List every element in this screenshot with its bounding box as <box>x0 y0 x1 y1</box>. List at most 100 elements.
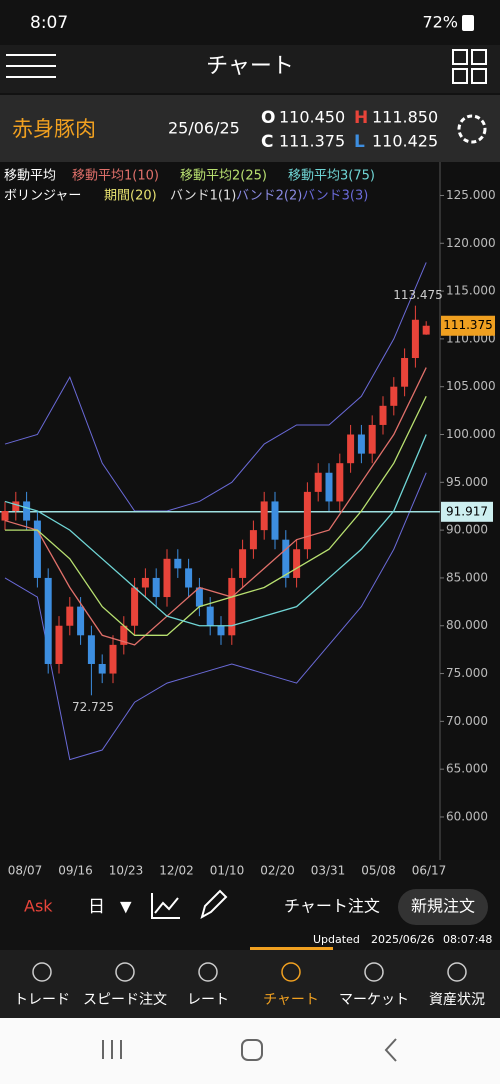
legend-entry: 移動平均2(25) <box>180 169 267 184</box>
nav-icon[interactable] <box>115 962 135 982</box>
y-tick-label: 105.000 <box>446 379 496 393</box>
new-order-button[interactable] <box>398 889 488 925</box>
current-price: 111.375 <box>443 318 493 332</box>
nav-icon[interactable] <box>364 962 384 982</box>
y-tick-label: 125.000 <box>446 188 496 202</box>
nav-label[interactable]: トレード <box>14 992 70 1008</box>
nav-label[interactable]: マーケット <box>339 992 409 1008</box>
nav-label[interactable]: スピード注文 <box>83 992 167 1008</box>
candle-body <box>120 625 128 645</box>
candle-body <box>411 319 419 359</box>
c-key: C <box>261 132 273 152</box>
nav-label[interactable]: レート <box>187 992 229 1008</box>
candle-body <box>357 434 365 454</box>
candle-body <box>12 501 20 511</box>
candle-body <box>379 405 387 425</box>
candle-body <box>325 472 333 502</box>
date: 25/06/25 <box>168 119 240 138</box>
candle-body <box>217 625 225 636</box>
candle-body <box>109 644 117 674</box>
new-order[interactable]: 新規注文 <box>411 897 475 916</box>
reference-label-box <box>441 501 493 522</box>
x-tick-label: 01/10 <box>210 864 245 878</box>
y-tick-label: 65.000 <box>446 762 488 776</box>
legend-entry: 期間(20) <box>104 189 157 204</box>
chart-area <box>0 162 500 860</box>
current-price-box <box>441 315 495 336</box>
candle-body <box>66 606 74 626</box>
grid-button[interactable] <box>452 49 487 84</box>
l-value: 110.425 <box>372 132 438 151</box>
nav-icon[interactable] <box>447 962 467 982</box>
l-key: L <box>354 132 365 152</box>
nav-label[interactable]: 資産状況 <box>429 992 485 1008</box>
nav-label[interactable]: チャート <box>263 992 319 1008</box>
c-value: 111.375 <box>279 132 345 151</box>
active-tab-indicator <box>250 947 333 950</box>
y-tick-label: 115.000 <box>446 284 496 298</box>
legend-title: ボリンジャー <box>4 189 81 204</box>
menu-button[interactable] <box>6 54 56 78</box>
candle-body <box>185 568 193 588</box>
legend-entry: 移動平均1(10) <box>72 169 159 184</box>
y-tick-label: 60.000 <box>446 809 488 823</box>
period[interactable]: 日 <box>88 897 105 917</box>
candle-body <box>260 501 268 531</box>
candle-body <box>228 577 236 636</box>
candle-body <box>390 386 398 406</box>
moving-average <box>4 434 427 627</box>
nav-icon[interactable] <box>281 962 301 982</box>
candle-body <box>249 530 257 550</box>
candle-body <box>141 577 149 588</box>
x-tick-label: 06/17 <box>412 864 447 878</box>
settings-button[interactable] <box>457 114 487 144</box>
ask[interactable]: Ask <box>24 897 53 916</box>
header <box>0 45 500 93</box>
moving-average <box>4 367 427 646</box>
band-upper <box>4 262 427 512</box>
candle-body <box>1 511 9 521</box>
candle-body <box>368 424 376 454</box>
o-key: O <box>261 108 275 128</box>
candle-body <box>282 539 290 578</box>
candle-body <box>152 577 160 598</box>
candle-body <box>303 491 311 550</box>
y-tick-label: 85.000 <box>446 570 488 584</box>
candle-body <box>131 587 139 626</box>
candle-body <box>87 635 95 664</box>
chart-order[interactable]: チャート注文 <box>284 897 380 916</box>
x-tick-label: 12/02 <box>159 864 194 878</box>
updated-label: Updated <box>313 933 360 946</box>
dropdown[interactable]: ▼ <box>120 898 132 916</box>
x-tick-label: 10/23 <box>109 864 144 878</box>
system-nav <box>0 1018 500 1084</box>
y-tick-label: 120.000 <box>446 236 496 250</box>
x-tick-label: 03/31 <box>311 864 346 878</box>
candle-body <box>195 587 203 607</box>
y-tick-label: 80.000 <box>446 618 488 632</box>
status-time: 8:07 <box>30 13 68 33</box>
nav-icon[interactable] <box>32 962 52 982</box>
draw-button[interactable] <box>200 889 228 920</box>
x-tick-label: 09/16 <box>58 864 93 878</box>
candle-body <box>23 501 31 521</box>
legend-entry: バンド3(3) <box>302 189 368 204</box>
candle-body <box>163 558 171 598</box>
candle-body <box>347 434 355 464</box>
candle-body <box>293 549 301 578</box>
legend-title: 移動平均 <box>4 169 56 184</box>
legend-entry: 移動平均3(75) <box>288 169 375 184</box>
reference-label: 91.917 <box>446 504 488 518</box>
candle-body <box>33 520 41 578</box>
info-bar <box>0 95 500 162</box>
y-tick-label: 95.000 <box>446 475 488 489</box>
x-tick-label: 05/08 <box>361 864 396 878</box>
indicator-button[interactable] <box>151 893 180 919</box>
moving-average <box>5 395 427 636</box>
y-tick-label: 70.000 <box>446 714 488 728</box>
symbol: 赤身豚肉 <box>12 117 96 141</box>
nav-icon[interactable] <box>198 962 218 982</box>
candle-body <box>98 663 106 674</box>
candle-body <box>55 625 63 664</box>
